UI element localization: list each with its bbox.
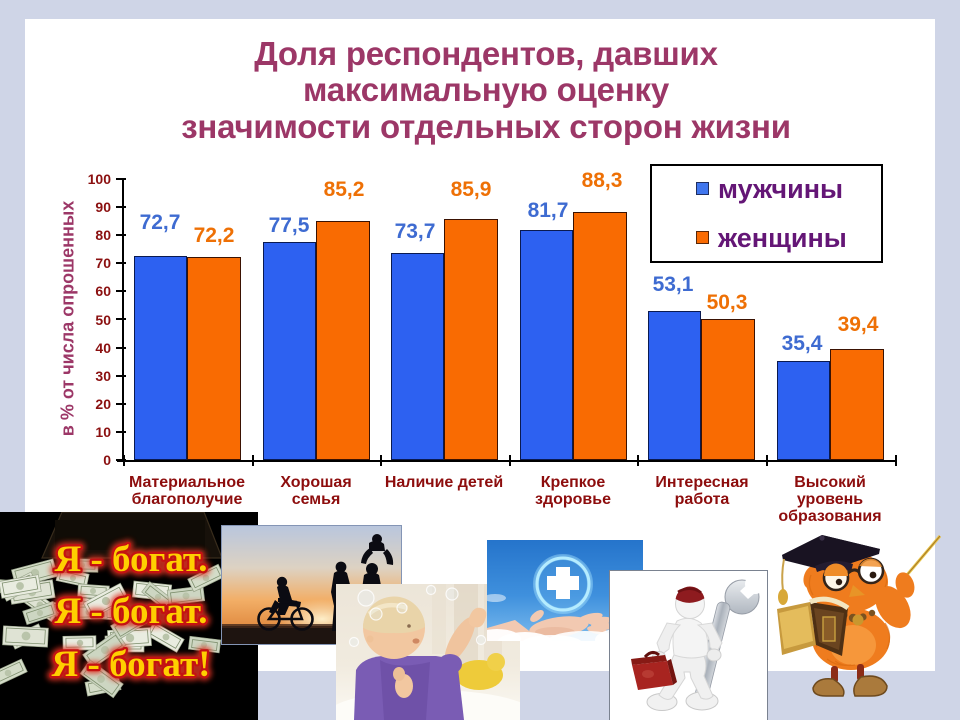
svg-text:Я - богат!: Я - богат! [52, 644, 211, 685]
svg-text:Я - богат.: Я - богат. [54, 539, 207, 580]
svg-text:Я - богат.: Я - богат. [54, 539, 207, 580]
svg-text:Я - богат.: Я - богат. [54, 591, 207, 632]
svg-text:Я - богат!: Я - богат! [52, 644, 211, 685]
svg-text:Я - богат.: Я - богат. [54, 591, 207, 632]
